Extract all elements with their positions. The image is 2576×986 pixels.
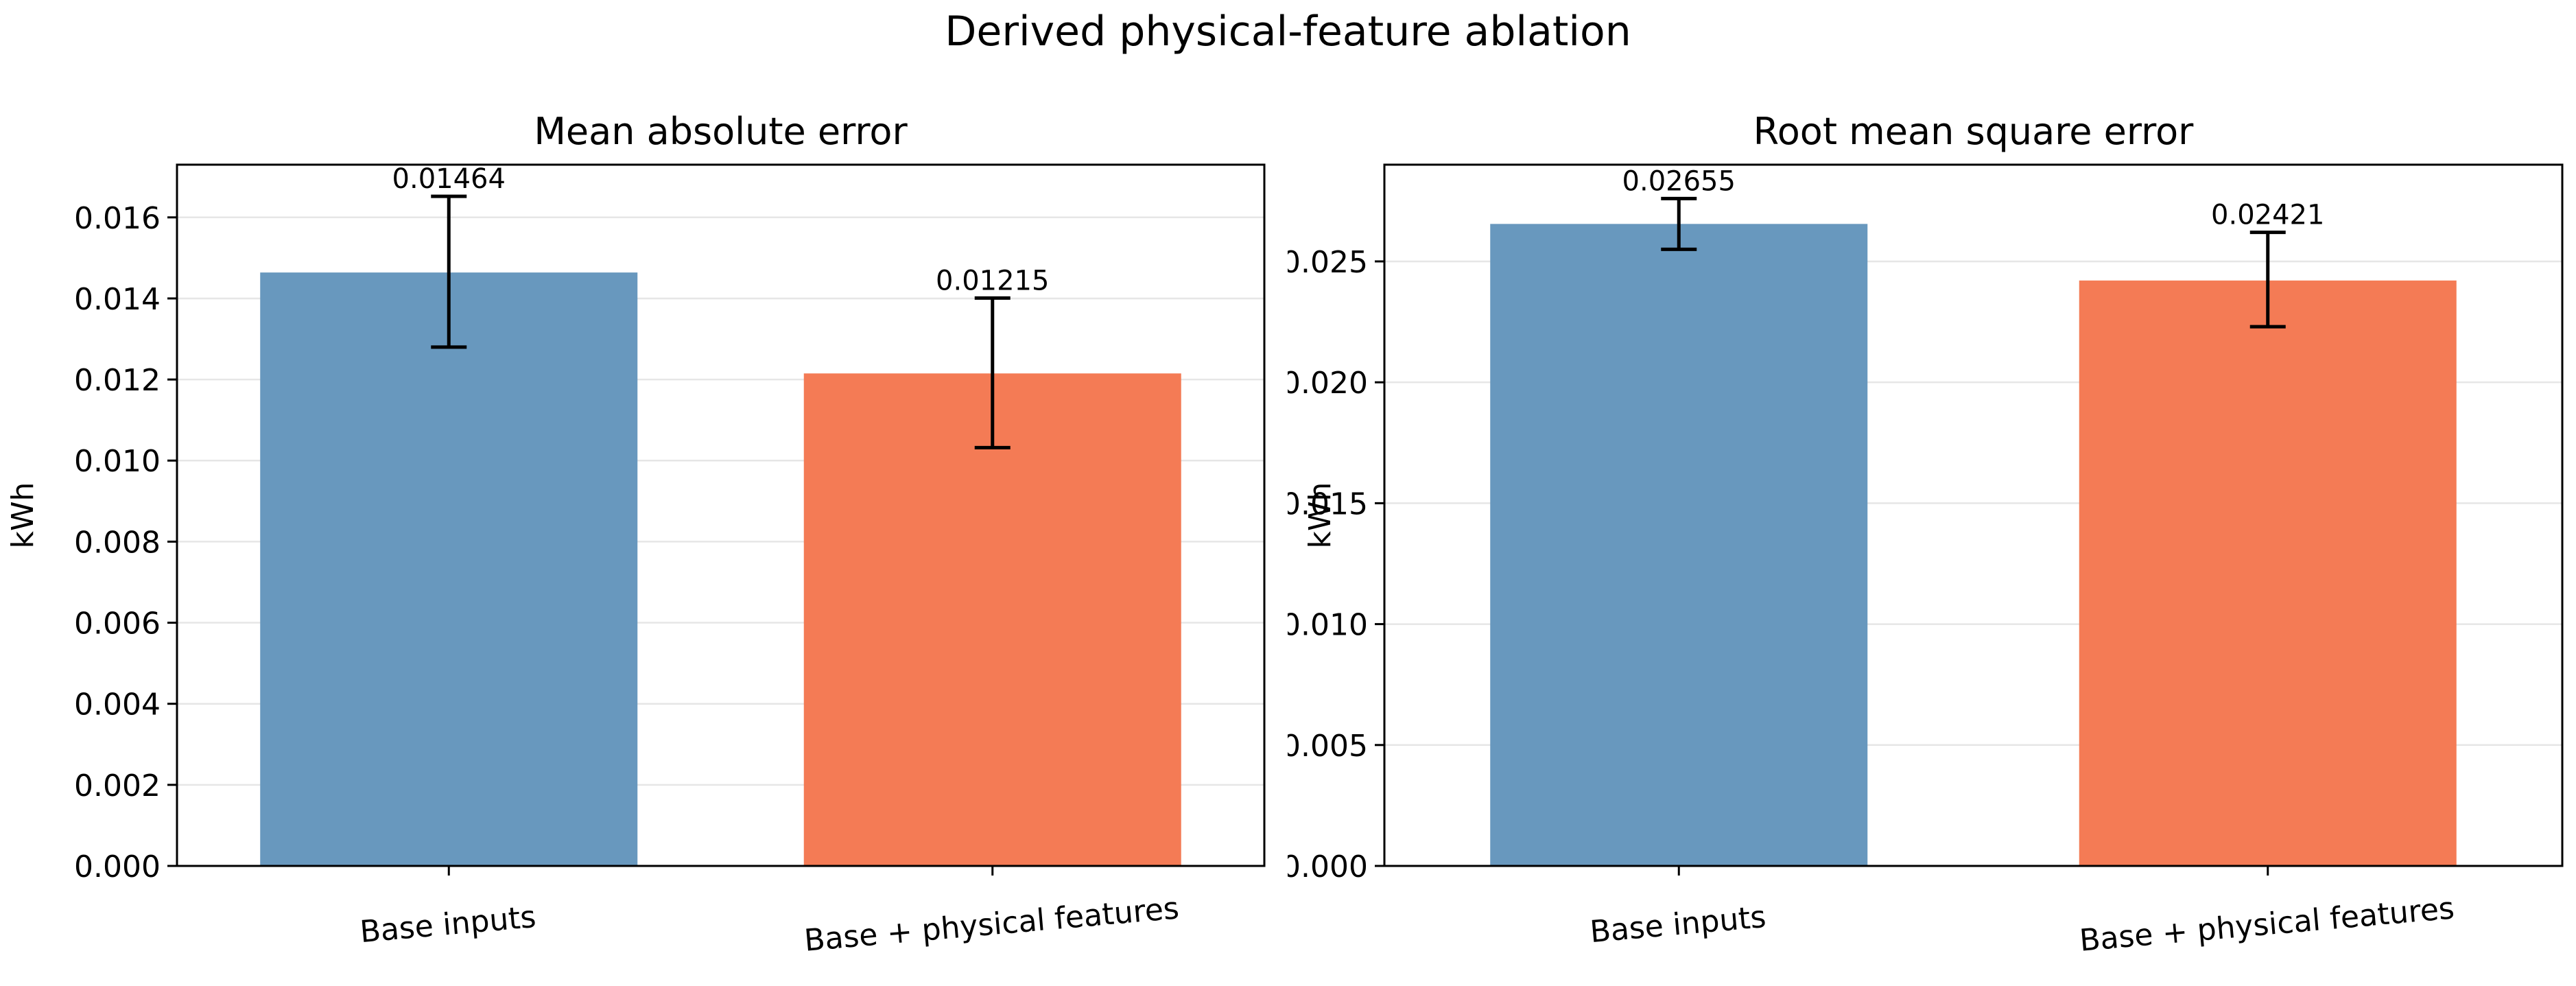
y-tick-label: 0.015 (1288, 486, 1368, 521)
y-tick-label: 0.006 (74, 607, 161, 642)
y-tick-label: 0.012 (74, 363, 161, 398)
subplot-title: Mean absolute error (534, 110, 908, 153)
y-tick-label: 0.008 (74, 525, 161, 560)
y-axis-label: kWh (5, 482, 40, 549)
plot-frame (1383, 163, 2564, 867)
chart-root-mean-square-error: Root mean square error 0.02655 0.02421 0.00… (1288, 110, 2564, 959)
bar (2079, 280, 2457, 866)
chart-mean-absolute-error: Mean absolute error 0.01464 0.01215 0.000 0.… (5, 110, 1266, 959)
y-tick-label: 0.025 (1288, 245, 1368, 280)
data-label: 0.01215 (936, 265, 1049, 296)
y-tick-label: 0.004 (74, 688, 161, 723)
data-label: 0.02655 (1622, 165, 1736, 197)
bar (1490, 224, 1868, 866)
y-tick-label: 0.005 (1288, 729, 1368, 764)
subplot-title: Root mean square error (1753, 110, 2194, 153)
y-tick-label: 0.000 (74, 849, 161, 884)
y-tick-label: 0.010 (1288, 608, 1368, 643)
figure-title: Derived physical-feature ablation (945, 8, 1631, 56)
y-tick-label: 0.020 (1288, 366, 1368, 401)
bar (803, 373, 1181, 866)
data-label: 0.02421 (2211, 200, 2324, 231)
y-tick-label: 0.014 (74, 282, 161, 317)
data-label: 0.01464 (392, 163, 506, 195)
x-tick-label: Base inputs (1589, 900, 1768, 950)
x-tick-label: Base + physical features (803, 891, 1180, 959)
y-tick-label: 0.010 (74, 444, 161, 479)
y-axis-label: kWh (1303, 482, 1338, 549)
y-tick-label: 0.016 (74, 201, 161, 236)
x-tick-label: Base + physical features (2078, 891, 2455, 959)
y-tick-label: 0.002 (74, 768, 161, 803)
x-tick-label: Base inputs (359, 900, 538, 950)
plot-frame (176, 163, 1266, 867)
y-tick-label: 0.000 (1288, 849, 1368, 884)
bar (260, 272, 638, 866)
